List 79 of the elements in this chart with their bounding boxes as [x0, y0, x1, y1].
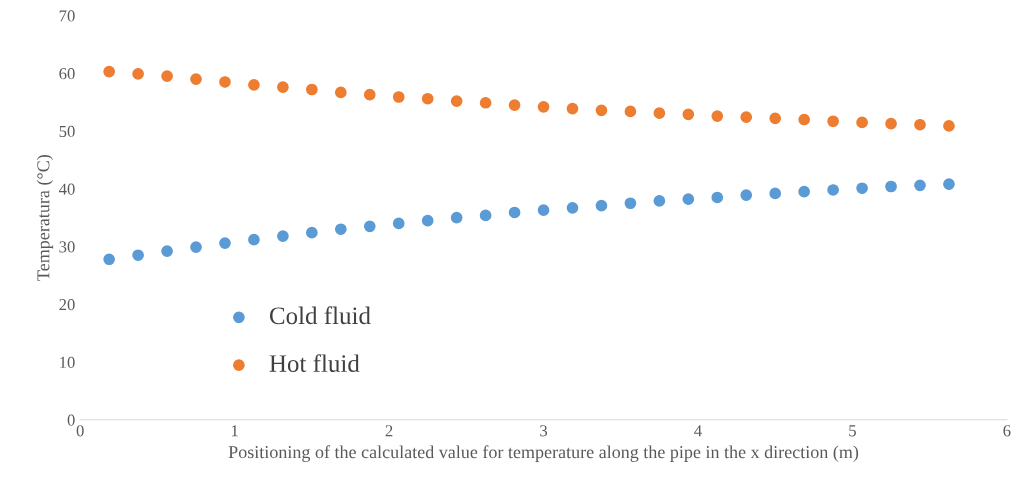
point	[219, 76, 231, 88]
point	[682, 193, 695, 206]
point	[624, 105, 637, 118]
x-tick-label: 4	[694, 425, 702, 437]
point	[421, 214, 434, 227]
point	[885, 180, 897, 193]
x-tick-label: 0	[76, 425, 84, 437]
x-tick-label: 1	[231, 425, 238, 437]
point	[566, 202, 579, 214]
point	[595, 199, 608, 212]
point	[624, 197, 637, 210]
point	[306, 226, 318, 239]
point	[914, 179, 926, 192]
x-axis-title: Positioning of the calculated value for temperature along the pipe in the x direction (m)	[228, 445, 859, 462]
legend-label: Hot fluid	[269, 354, 360, 373]
point	[827, 115, 839, 128]
point	[161, 70, 173, 83]
point	[653, 195, 666, 207]
point	[219, 237, 231, 249]
point	[740, 111, 753, 124]
point	[885, 117, 897, 130]
y-tick-label: 30	[59, 241, 75, 253]
point	[363, 220, 376, 233]
point	[277, 230, 289, 243]
point	[682, 108, 695, 121]
point	[306, 83, 318, 96]
point	[798, 113, 811, 126]
point	[334, 223, 347, 236]
point	[769, 112, 782, 125]
point	[711, 191, 724, 204]
point	[566, 102, 579, 115]
legend-label: Cold fluid	[269, 306, 371, 325]
point	[103, 65, 115, 78]
point	[479, 96, 492, 109]
point	[653, 107, 666, 120]
x-tick-label: 2	[385, 425, 393, 437]
point	[798, 185, 811, 198]
point	[277, 81, 289, 94]
point	[450, 211, 463, 224]
y-tick-label: 60	[59, 68, 75, 80]
point	[248, 79, 260, 91]
point	[943, 120, 955, 132]
point	[334, 86, 347, 99]
point	[363, 88, 376, 101]
y-tick-label: 50	[59, 125, 75, 138]
point	[103, 253, 115, 266]
point	[421, 92, 434, 105]
point	[537, 100, 550, 113]
point	[190, 73, 202, 85]
point	[392, 217, 405, 230]
point	[508, 99, 521, 111]
point	[132, 68, 144, 80]
y-tick-label: 20	[59, 299, 75, 311]
point	[856, 116, 868, 129]
y-tick-label: 40	[58, 183, 75, 195]
point	[508, 206, 521, 219]
y-axis-title: Temperatura (°C)	[36, 155, 54, 281]
point	[856, 182, 868, 195]
x-tick-label: 5	[849, 425, 856, 437]
point	[392, 91, 405, 103]
point	[248, 233, 260, 246]
x-tick-label: 3	[540, 425, 548, 437]
point	[740, 189, 753, 202]
point	[914, 118, 926, 131]
y-tick-label: 10	[60, 356, 75, 368]
point	[161, 245, 173, 258]
x-tick-label: 6	[1003, 425, 1011, 437]
point	[769, 187, 782, 200]
point	[711, 110, 724, 122]
point	[479, 209, 492, 222]
point	[943, 178, 955, 191]
point	[827, 184, 839, 196]
point	[450, 95, 463, 107]
y-tick-label: 70	[59, 10, 75, 22]
point	[132, 249, 144, 262]
point	[595, 104, 608, 117]
point	[537, 204, 550, 217]
y-tick-label: 0	[67, 414, 75, 426]
point	[190, 241, 202, 253]
